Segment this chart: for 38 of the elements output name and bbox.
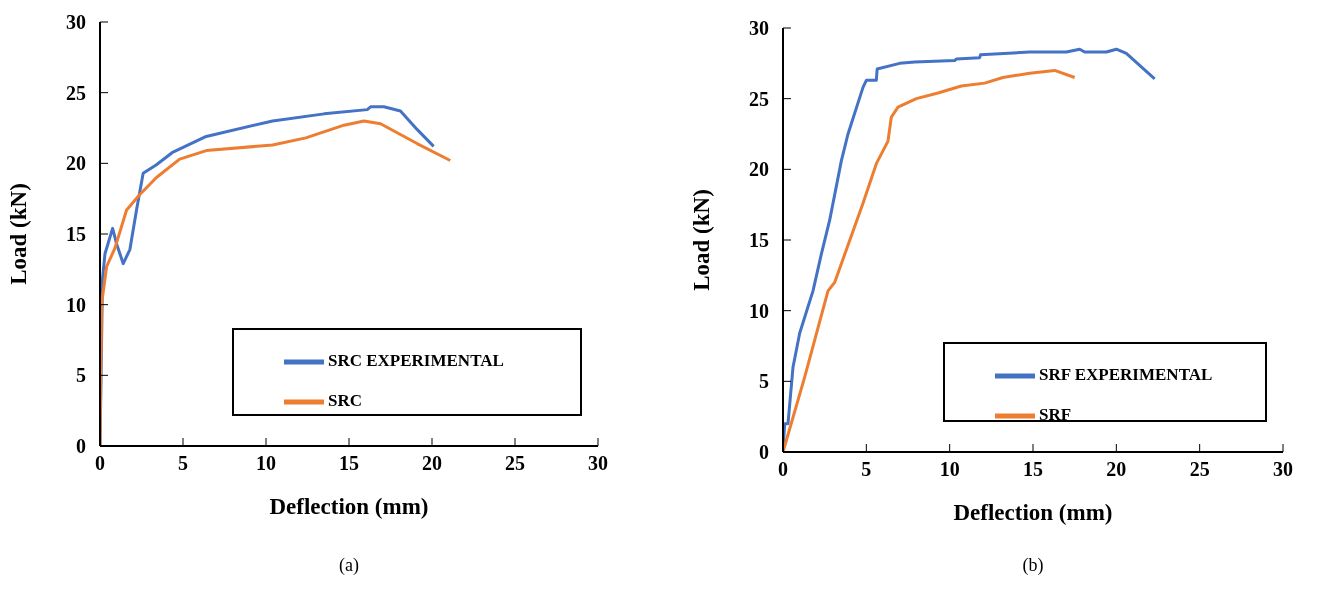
y-tick-label: 5: [76, 364, 86, 387]
y-tick-label: 30: [66, 11, 86, 34]
text: (b): [1021, 555, 1045, 576]
y-tick-label: 25: [66, 81, 86, 104]
y-axis-title: Load (kN): [689, 189, 715, 291]
x-tick-label: 15: [1023, 458, 1043, 481]
x-tick-label: 20: [422, 452, 442, 475]
y-tick-label: 5: [759, 370, 769, 393]
y-axis-title: Load (kN): [6, 183, 32, 285]
y-tick-label: 30: [749, 17, 769, 40]
x-tick-label: 10: [939, 458, 960, 481]
legend-label: SRF EXPERIMENTAL: [1039, 364, 1213, 384]
y-tick-label: 25: [749, 87, 769, 110]
y-tick-label: 20: [749, 158, 769, 181]
x-tick-label: 0: [95, 452, 105, 475]
x-tick-label: 0: [778, 458, 788, 481]
x-tick-label: 25: [1189, 458, 1210, 481]
legend-label: SRF: [1039, 404, 1072, 424]
x-tick-label: 15: [339, 452, 359, 475]
x-tick-label: 5: [861, 458, 872, 481]
x-axis-title: Deflection (mm): [953, 500, 1113, 525]
x-tick-label: 30: [588, 452, 608, 475]
x-tick-label: 20: [1106, 458, 1127, 481]
x-tick-label: 5: [178, 452, 188, 475]
legend-label: SRC: [328, 390, 363, 410]
x-tick-label: 25: [505, 452, 525, 475]
x-axis-title: Deflection (mm): [269, 494, 429, 519]
y-tick-label: 10: [66, 293, 86, 316]
x-tick-label: 30: [1273, 458, 1293, 481]
y-tick-label: 10: [749, 299, 769, 322]
line-series: [783, 68, 1077, 452]
legend-label: SRC EXPERIMENTAL: [328, 350, 504, 370]
y-tick-label: 20: [66, 152, 86, 175]
text: (a): [338, 555, 360, 576]
y-tick-label: 15: [749, 229, 769, 252]
y-tick-label: 15: [66, 223, 86, 246]
y-tick-label: 0: [76, 435, 86, 458]
x-tick-label: 10: [256, 452, 276, 475]
